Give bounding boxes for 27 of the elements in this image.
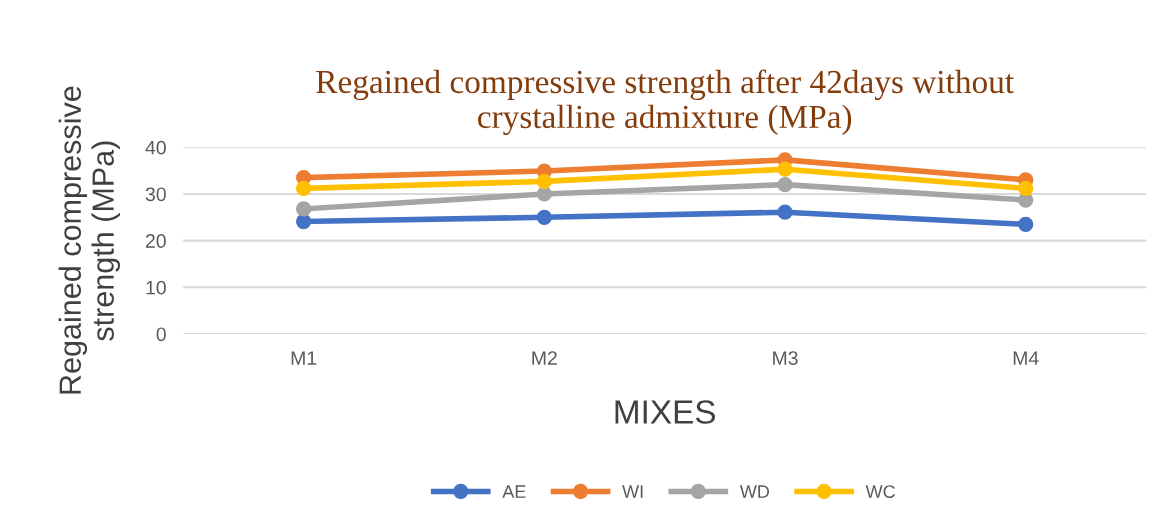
y-axis-title: Regained compressive strength (MPa) [58,86,120,394]
point [536,186,552,202]
y-tick-label: 30 [145,187,166,202]
point [1018,180,1034,197]
legend-label: WC [865,485,895,498]
point [1018,216,1034,232]
x-tick-label: M4 [1013,351,1039,365]
y-tick-label: 0 [156,327,166,342]
y-tick-label: 20 [145,234,166,248]
x-tick-label: M1 [291,351,317,365]
legend-label: WD [739,485,770,498]
x-tick-label: M2 [532,351,557,365]
legend-label: AE [502,485,526,498]
point [536,209,552,225]
y-tick-label: 40 [145,140,166,155]
chart-title: Regained compressive strength after 42days without crystalline admixture (MPa) [316,69,1014,136]
point [777,204,793,220]
point [777,161,793,177]
legend-label: WI [622,485,643,498]
point [295,180,312,197]
x-tick-label: M3 [773,351,798,365]
point [295,213,312,230]
point [295,201,312,217]
y-tick-label: 10 [146,280,166,295]
x-axis-title: MIXES [615,400,716,424]
point [536,173,552,189]
point [777,176,793,193]
